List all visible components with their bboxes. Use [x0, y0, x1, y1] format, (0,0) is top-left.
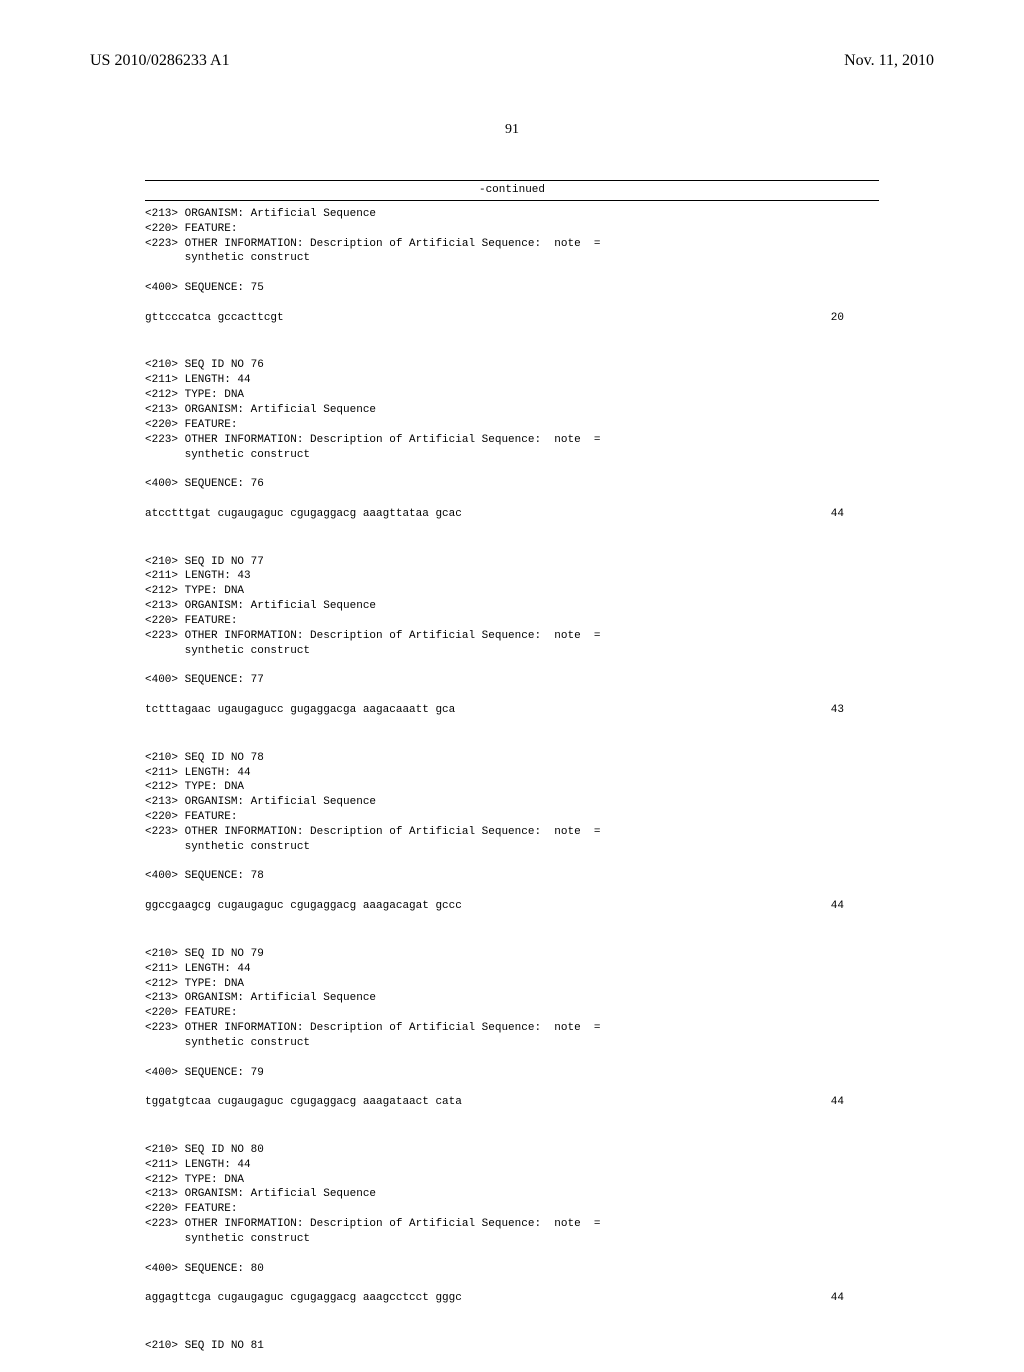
seq-meta-line: <211> LENGTH: 44 [145, 766, 879, 781]
sequence-listing: -continued <213> ORGANISM: Artificial Se… [145, 180, 879, 1372]
seq-meta-line: <210> SEQ ID NO 80 [145, 1143, 879, 1158]
seq-meta-line: <213> ORGANISM: Artificial Sequence [145, 795, 879, 810]
seq-sequence: gttcccatca gccacttcgt20 [145, 311, 879, 326]
seq-meta-line: <400> SEQUENCE: 76 [145, 477, 879, 492]
seq-meta-line: <223> OTHER INFORMATION: Description of … [145, 825, 879, 840]
seq-meta-line: <212> TYPE: DNA [145, 1173, 879, 1188]
seq-entry: <210> SEQ ID NO 79<211> LENGTH: 44<212> … [145, 947, 879, 1125]
seq-meta-line: synthetic construct [145, 840, 879, 855]
seq-meta-line: <223> OTHER INFORMATION: Description of … [145, 1217, 879, 1232]
seq-entry: <210> SEQ ID NO 78<211> LENGTH: 44<212> … [145, 751, 879, 929]
seq-length-num: 20 [831, 311, 844, 326]
seq-sequence: atcctttgat cugaugaguc cgugaggacg aaagtta… [145, 507, 879, 522]
seq-length-num: 44 [831, 1095, 844, 1110]
seq-meta-line: synthetic construct [145, 1232, 879, 1247]
seq-meta-line: <220> FEATURE: [145, 418, 879, 433]
seq-meta-line: <213> ORGANISM: Artificial Sequence [145, 207, 879, 222]
seq-entry: <210> SEQ ID NO 77<211> LENGTH: 43<212> … [145, 555, 879, 733]
seq-meta-line: <220> FEATURE: [145, 1202, 879, 1217]
seq-meta-line [145, 1051, 879, 1066]
seq-meta-line [145, 658, 879, 673]
seq-entry: <210> SEQ ID NO 80<211> LENGTH: 44<212> … [145, 1143, 879, 1321]
seq-length-num: 44 [831, 899, 844, 914]
seq-meta-line: <210> SEQ ID NO 81 [145, 1339, 879, 1354]
seq-sequence: tctttagaac ugaugagucc gugaggacga aagacaa… [145, 703, 879, 718]
seq-length-num: 44 [831, 1291, 844, 1306]
seq-meta-line: <211> LENGTH: 44 [145, 373, 879, 388]
seq-meta-line: <400> SEQUENCE: 77 [145, 673, 879, 688]
seq-meta-line: <212> TYPE: DNA [145, 584, 879, 599]
seq-meta-line: synthetic construct [145, 448, 879, 463]
seq-meta-line: <212> TYPE: DNA [145, 977, 879, 992]
seq-meta-line: <213> ORGANISM: Artificial Sequence [145, 599, 879, 614]
seq-meta-line: <223> OTHER INFORMATION: Description of … [145, 433, 879, 448]
continued-label: -continued [145, 180, 879, 201]
seq-meta-line [145, 855, 879, 870]
seq-meta-line: <213> ORGANISM: Artificial Sequence [145, 991, 879, 1006]
seq-meta-line: <223> OTHER INFORMATION: Description of … [145, 1021, 879, 1036]
seq-meta-line: <211> LENGTH: 44 [145, 1158, 879, 1173]
seq-sequence: aggagttcga cugaugaguc cgugaggacg aaagcct… [145, 1291, 879, 1306]
seq-length-num: 44 [831, 507, 844, 522]
seq-sequence: tggatgtcaa cugaugaguc cgugaggacg aaagata… [145, 1095, 879, 1110]
page-header: US 2010/0286233 A1 Nov. 11, 2010 [0, 52, 1024, 70]
seq-sequence: ggccgaagcg cugaugaguc cgugaggacg aaagaca… [145, 899, 879, 914]
seq-meta-line: <220> FEATURE: [145, 810, 879, 825]
seq-meta-line [145, 462, 879, 477]
seq-meta-line: <210> SEQ ID NO 79 [145, 947, 879, 962]
seq-meta-line: <210> SEQ ID NO 78 [145, 751, 879, 766]
seq-entry: <210> SEQ ID NO 76<211> LENGTH: 44<212> … [145, 358, 879, 536]
page-number: 91 [0, 122, 1024, 138]
seq-meta-line: <220> FEATURE: [145, 1006, 879, 1021]
seq-meta-line: <400> SEQUENCE: 79 [145, 1066, 879, 1081]
seq-meta-line: <211> LENGTH: 44 [145, 962, 879, 977]
seq-meta-line: <212> TYPE: DNA [145, 388, 879, 403]
seq-meta-line: <220> FEATURE: [145, 222, 879, 237]
seq-meta-line [145, 266, 879, 281]
seq-meta-line: synthetic construct [145, 1036, 879, 1051]
seq-meta-line [145, 1247, 879, 1262]
pub-number: US 2010/0286233 A1 [90, 52, 230, 70]
seq-meta-line: synthetic construct [145, 644, 879, 659]
pub-date: Nov. 11, 2010 [844, 52, 934, 70]
seq-meta-line: <223> OTHER INFORMATION: Description of … [145, 629, 879, 644]
seq-meta-line: <211> LENGTH: 43 [145, 569, 879, 584]
seq-meta-line: <212> TYPE: DNA [145, 780, 879, 795]
seq-meta-line: <213> ORGANISM: Artificial Sequence [145, 1187, 879, 1202]
seq-meta-line: <210> SEQ ID NO 77 [145, 555, 879, 570]
seq-entry: <213> ORGANISM: Artificial Sequence<220>… [145, 207, 879, 341]
seq-meta-line: synthetic construct [145, 251, 879, 266]
seq-length-num: 43 [831, 703, 844, 718]
seq-meta-line: <400> SEQUENCE: 78 [145, 869, 879, 884]
seq-meta-line: <400> SEQUENCE: 80 [145, 1262, 879, 1277]
seq-meta-line: <210> SEQ ID NO 76 [145, 358, 879, 373]
seq-meta-line: <213> ORGANISM: Artificial Sequence [145, 403, 879, 418]
seq-entry: <210> SEQ ID NO 81 [145, 1339, 879, 1354]
seq-meta-line: <220> FEATURE: [145, 614, 879, 629]
seq-meta-line: <223> OTHER INFORMATION: Description of … [145, 237, 879, 252]
seq-meta-line: <400> SEQUENCE: 75 [145, 281, 879, 296]
